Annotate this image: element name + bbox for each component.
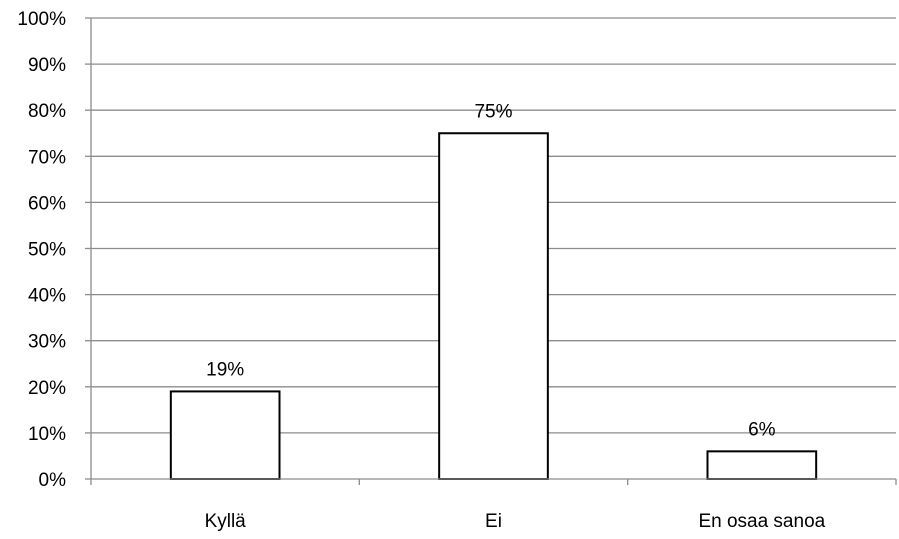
x-tick-label: Kyllä — [205, 511, 247, 532]
y-tick-label: 90% — [28, 55, 66, 76]
data-label: 19% — [206, 359, 244, 380]
y-tick-label: 50% — [28, 240, 66, 261]
labels: 0% 10% 20% 30% 40% 50% 60% 70% 80% 90% 100% 19% Kyll… — [17, 9, 825, 532]
data-label: 6% — [748, 419, 776, 440]
y-tick-label: 70% — [28, 147, 66, 168]
x-tick-label: Ei — [485, 511, 502, 532]
y-tick-label: 60% — [28, 193, 66, 214]
y-tick-label: 80% — [28, 101, 66, 122]
y-tick-label: 10% — [28, 424, 66, 445]
axes — [85, 17, 897, 485]
y-tick-label: 20% — [28, 378, 66, 399]
bar — [169, 390, 281, 480]
bars — [169, 132, 818, 480]
y-tick-label: 0% — [39, 470, 67, 491]
bar — [438, 132, 549, 480]
bar — [706, 450, 818, 480]
y-tick-label: 100% — [17, 9, 66, 30]
data-label: 75% — [474, 101, 512, 122]
y-tick-label: 40% — [28, 286, 66, 307]
x-tick-label: En osaa sanoa — [698, 511, 825, 532]
y-tick-label: 30% — [28, 332, 66, 353]
